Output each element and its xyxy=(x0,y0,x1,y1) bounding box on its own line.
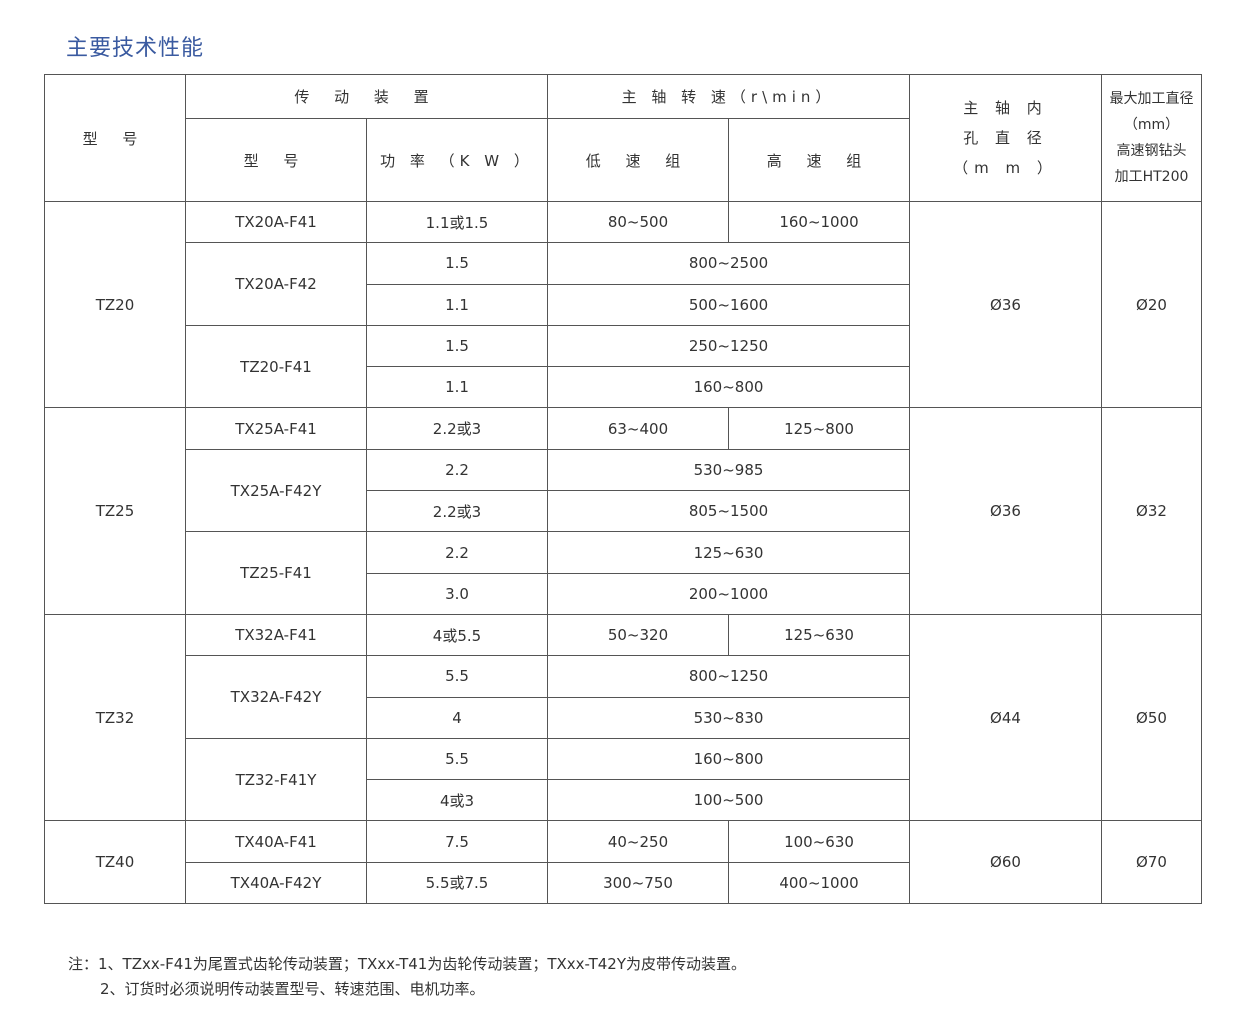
drive-model: TX20A-F41 xyxy=(185,200,367,244)
drive-model: TX25A-F42Y xyxy=(185,448,367,533)
machine-model: TZ32 xyxy=(44,613,186,822)
drive-model: TX25A-F41 xyxy=(185,407,367,450)
speed-range: 100~500 xyxy=(547,779,910,822)
drive-model: TZ20-F41 xyxy=(185,324,367,409)
max-diameter: Ø20 xyxy=(1101,200,1202,409)
table-row: 3.0 200~1000 xyxy=(45,572,1202,615)
speed-range: 800~2500 xyxy=(547,242,910,285)
power: 4 xyxy=(366,696,548,739)
page-title: 主要技术性能 xyxy=(66,36,205,61)
speed-range: 250~1250 xyxy=(547,324,910,368)
spec-table: 型 号 传 动 装 置 主 轴 转 速（r\min） 主 轴 内 孔 直 径 （… xyxy=(44,74,1202,905)
table-row: 1.1 500~1600 xyxy=(45,283,1202,326)
table-row: TX32A-F42Y 5.5 800~1250 xyxy=(45,655,1202,739)
table-row: TZ25 TX25A-F41 2.2或3 63~400 125~800 Ø36 Ø32 xyxy=(44,407,1202,615)
power: 3.0 xyxy=(366,572,548,615)
power: 4或3 xyxy=(366,779,548,822)
table-row: TZ25-F41 2.2 125~630 xyxy=(45,531,1202,615)
table-row: TX20A-F42 1.5 800~2500 xyxy=(45,242,1202,326)
high-speed: 400~1000 xyxy=(728,861,910,905)
header-max-diameter: 最大加工直径 （mm） 高速钢钻头 加工HT200 xyxy=(1101,74,1202,202)
header-power: 功 率 （K W ） xyxy=(366,118,548,202)
drive-model: TX40A-F42Y xyxy=(185,861,367,905)
low-speed: 50~320 xyxy=(547,613,729,657)
speed-range: 200~1000 xyxy=(547,572,910,615)
header-bore: 主 轴 内 孔 直 径 （m m ） xyxy=(909,74,1102,202)
table-row: 1.1 160~800 xyxy=(45,366,1202,409)
power: 5.5 xyxy=(366,737,548,781)
note-2: 2、订货时必须说明传动装置型号、转速范围、电机功率。 xyxy=(100,980,485,998)
speed-range: 530~985 xyxy=(547,448,910,492)
header-drive-model: 型 号 xyxy=(185,118,367,202)
header-drive: 传 动 装 置 xyxy=(185,74,548,119)
table-row: TZ40 TX40A-F41 7.5 40~250 100~630 Ø60 Ø70 xyxy=(44,820,1202,905)
drive-model: TZ32-F41Y xyxy=(185,737,367,822)
power: 2.2 xyxy=(366,531,548,574)
drive-model: TZ25-F41 xyxy=(185,531,367,615)
low-speed: 80~500 xyxy=(547,200,729,244)
speed-range: 530~830 xyxy=(547,696,910,739)
power: 1.1 xyxy=(366,366,548,409)
drive-model: TX20A-F42 xyxy=(185,242,367,326)
table-row: TZ20-F41 1.5 250~1250 xyxy=(45,324,1202,409)
speed-range: 125~630 xyxy=(547,531,910,574)
speed-range: 160~800 xyxy=(547,737,910,781)
max-diameter: Ø50 xyxy=(1101,613,1202,822)
notes: 注：1、TZxx-F41为尾置式齿轮传动装置；TXxx-T41为齿轮传动装置；T… xyxy=(68,952,746,1002)
table-row: TX40A-F42Y 5.5或7.5 300~750 400~1000 xyxy=(45,861,1202,905)
machine-model: TZ20 xyxy=(44,200,186,409)
spindle-bore: Ø36 xyxy=(909,200,1102,409)
power: 4或5.5 xyxy=(366,613,548,657)
high-speed: 160~1000 xyxy=(728,200,910,244)
speed-range: 160~800 xyxy=(547,366,910,409)
high-speed: 125~800 xyxy=(728,407,910,450)
header-low: 低 速 组 xyxy=(547,118,729,202)
header-model: 型 号 xyxy=(44,74,186,202)
table-row: 2.2或3 805~1500 xyxy=(45,490,1202,533)
drive-model: TX32A-F41 xyxy=(185,613,367,657)
header-speed: 主 轴 转 速（r\min） xyxy=(547,74,910,119)
speed-range: 500~1600 xyxy=(547,283,910,326)
machine-model: TZ40 xyxy=(44,820,186,905)
max-diameter: Ø70 xyxy=(1101,820,1202,905)
table-row: TZ32 TX32A-F41 4或5.5 50~320 125~630 Ø44 Ø50 xyxy=(44,613,1202,822)
power: 1.1 xyxy=(366,283,548,326)
power: 2.2或3 xyxy=(366,407,548,450)
high-speed: 100~630 xyxy=(728,820,910,863)
power: 2.2 xyxy=(366,448,548,492)
low-speed: 63~400 xyxy=(547,407,729,450)
note-1: 注：1、TZxx-F41为尾置式齿轮传动装置；TXxx-T41为齿轮传动装置；T… xyxy=(68,955,746,973)
low-speed: 40~250 xyxy=(547,820,729,863)
max-diameter: Ø32 xyxy=(1101,407,1202,615)
high-speed: 125~630 xyxy=(728,613,910,657)
power: 2.2或3 xyxy=(366,490,548,533)
power: 1.5 xyxy=(366,242,548,285)
speed-range: 805~1500 xyxy=(547,490,910,533)
low-speed: 300~750 xyxy=(547,861,729,905)
machine-model: TZ25 xyxy=(44,407,186,615)
spindle-bore: Ø36 xyxy=(909,407,1102,615)
drive-model: TX32A-F42Y xyxy=(185,655,367,739)
header-high: 高 速 组 xyxy=(728,118,910,202)
power: 5.5 xyxy=(366,655,548,698)
spindle-bore: Ø60 xyxy=(909,820,1102,905)
power: 1.5 xyxy=(366,324,548,368)
power: 5.5或7.5 xyxy=(366,861,548,905)
drive-model: TX40A-F41 xyxy=(185,820,367,863)
power: 1.1或1.5 xyxy=(366,200,548,244)
table-row: TX25A-F42Y 2.2 530~985 xyxy=(45,448,1202,533)
table-row: 4或3 100~500 xyxy=(45,779,1202,822)
power: 7.5 xyxy=(366,820,548,863)
table-row: TZ20 TX20A-F41 1.1或1.5 80~500 160~1000 Ø36 Ø20 xyxy=(44,200,1202,409)
speed-range: 800~1250 xyxy=(547,655,910,698)
spindle-bore: Ø44 xyxy=(909,613,1102,822)
